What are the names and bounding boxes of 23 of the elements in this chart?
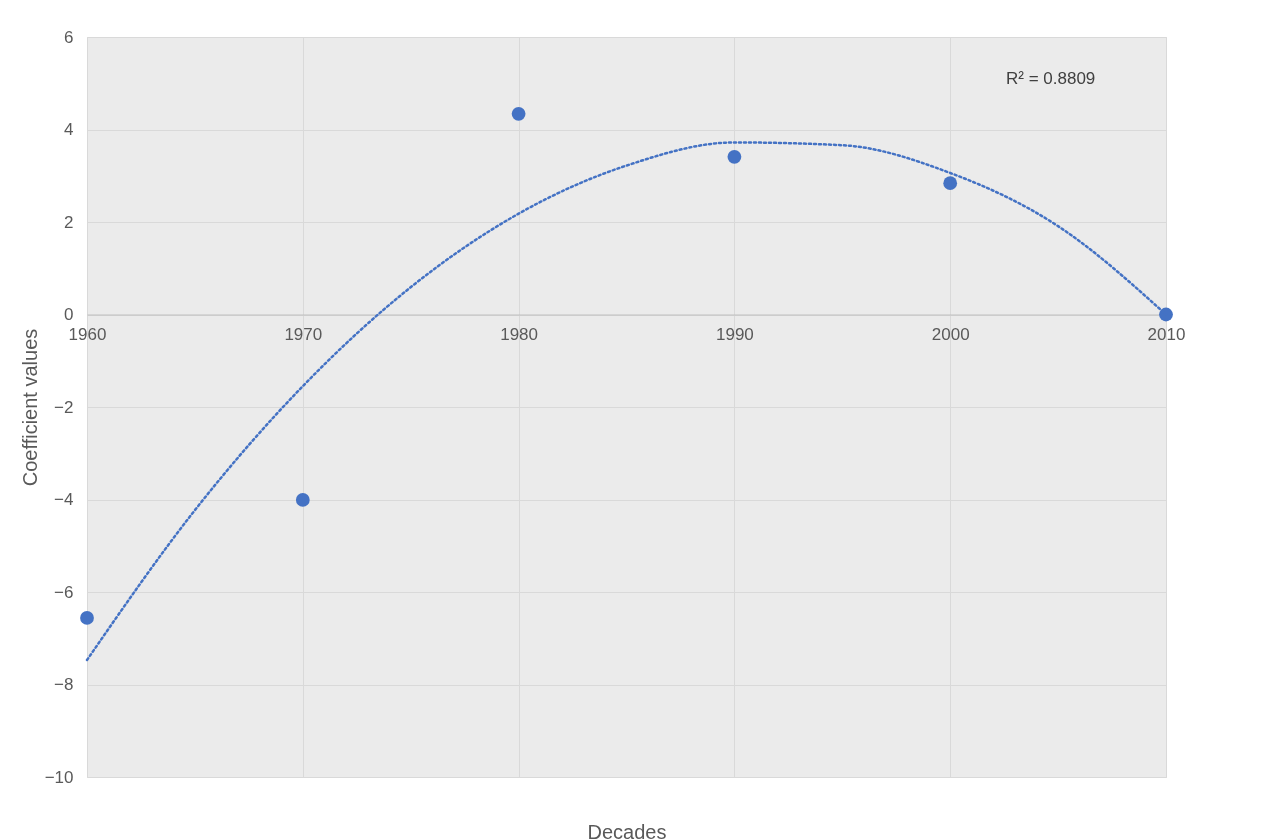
- y-tick-label: −6: [54, 582, 74, 602]
- x-tick-label: 2000: [931, 325, 970, 344]
- point: [511, 106, 526, 121]
- x-tick-label: 1970: [284, 325, 323, 344]
- x-tick-label: 1960: [68, 325, 107, 344]
- annotation: R² = 0.8809: [1006, 69, 1096, 88]
- x-tick-label: 2010: [1147, 325, 1186, 344]
- y-axis-title: Coefficient values: [18, 328, 41, 487]
- y-tick-label: 0: [64, 305, 74, 324]
- y-tick-label: 4: [64, 120, 74, 139]
- y-tick-label: −4: [54, 490, 74, 509]
- point: [943, 176, 958, 191]
- x-axis-title: Decades: [587, 820, 667, 840]
- y-tick-label: −10: [44, 767, 74, 787]
- point: [295, 493, 310, 507]
- x-tick-label: 1990: [715, 325, 754, 344]
- y-tick-label: −8: [54, 675, 74, 694]
- y-tick-label: −2: [54, 397, 74, 417]
- x-tick-label: 1980: [500, 325, 539, 344]
- point: [80, 611, 94, 625]
- point: [727, 149, 742, 164]
- y-tick-label: 2: [64, 212, 74, 232]
- y-tick-label: 6: [64, 27, 74, 47]
